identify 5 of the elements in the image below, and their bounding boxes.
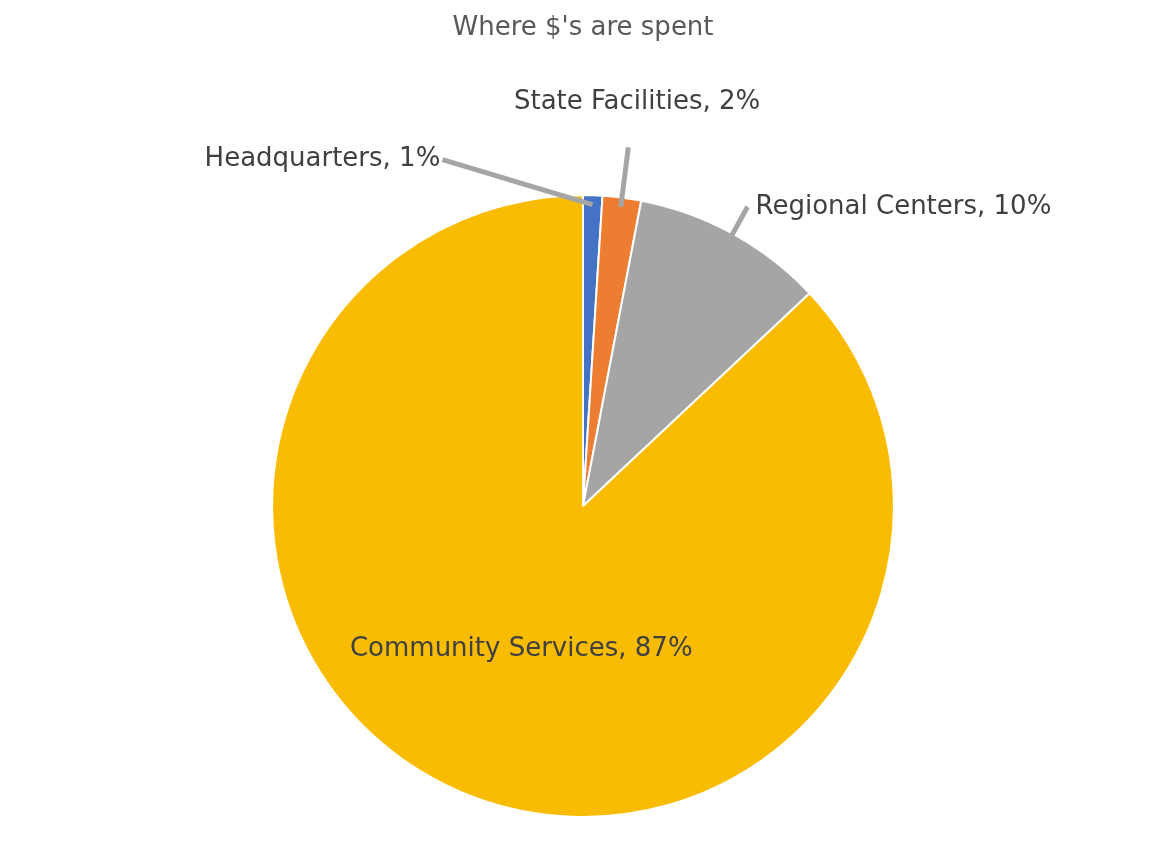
slice-label: State Facilities, 2% [513,85,761,116]
chart-title: Where $'s are spent [452,11,714,42]
slice-label: Headquarters, 1% [204,142,441,173]
slice-label: Community Services, 87% [349,631,693,662]
slice-label: Regional Centers, 10% [755,189,1052,220]
